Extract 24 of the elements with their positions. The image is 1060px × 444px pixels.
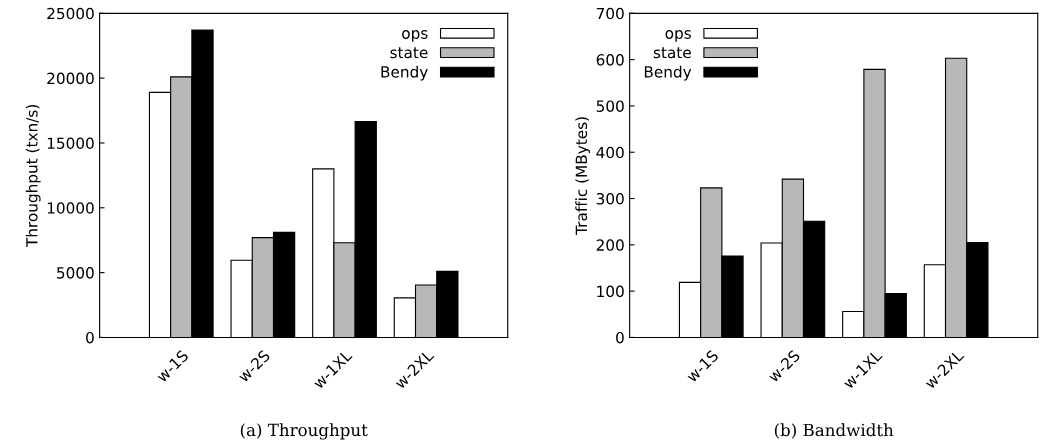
legend-label: ops bbox=[665, 30, 691, 42]
y-tick-label: 25000 bbox=[47, 7, 94, 20]
y-tick-label: 200 bbox=[596, 239, 624, 251]
text: (b) Bandwidth bbox=[774, 423, 894, 439]
y-tick-label: 0 bbox=[616, 331, 624, 344]
y-tick-label: 0 bbox=[86, 331, 94, 344]
legend-label: ops bbox=[402, 30, 428, 42]
y-tick-label: 500 bbox=[596, 100, 624, 112]
text: (a) Throughput bbox=[240, 423, 368, 440]
y-tick-label: 300 bbox=[596, 193, 624, 205]
y-tick-label: 100 bbox=[597, 285, 624, 298]
y-tick-label: 700 bbox=[596, 7, 624, 20]
y-tick-label: 20000 bbox=[47, 72, 94, 85]
legend-label: state bbox=[653, 47, 691, 59]
y-tick-label: 15000 bbox=[47, 137, 94, 149]
legend-label: Bendy bbox=[381, 65, 428, 81]
legend-label: state bbox=[390, 47, 428, 59]
y-tick-label: 400 bbox=[596, 146, 624, 159]
y-tick-label: 10000 bbox=[47, 202, 94, 214]
y-axis-title: Throughput (txn/s) bbox=[25, 105, 41, 248]
y-tick-label: 600 bbox=[596, 54, 624, 66]
legend-label: Bendy bbox=[644, 65, 692, 81]
y-axis-title: Traffic (MBytes) bbox=[575, 117, 591, 235]
y-tick-label: 5000 bbox=[57, 267, 94, 279]
